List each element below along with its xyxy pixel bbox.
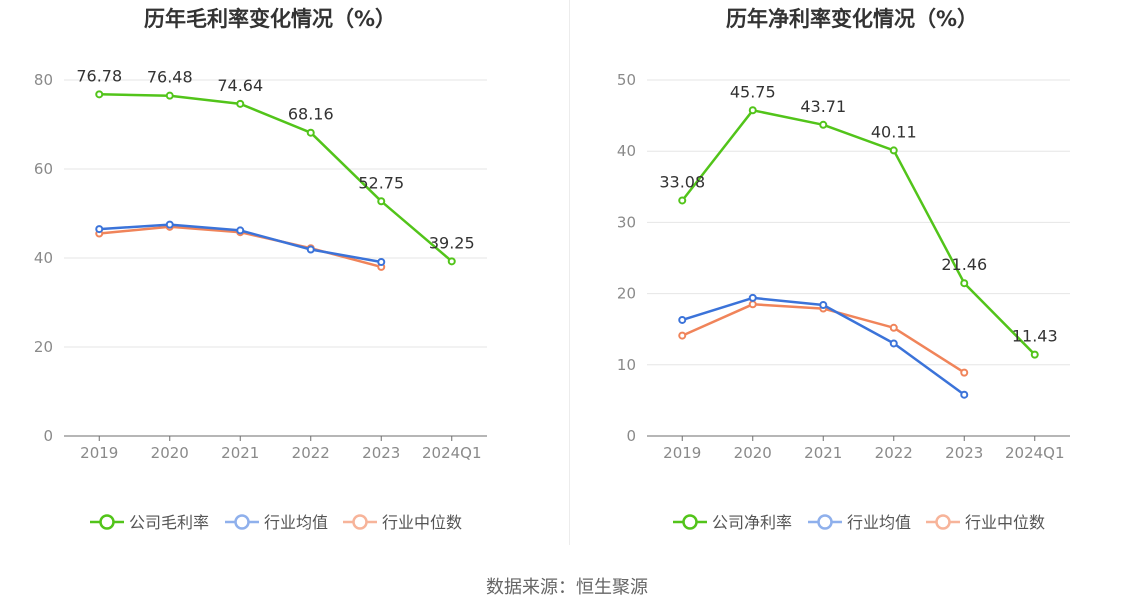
x-tick-label: 2021	[221, 444, 259, 462]
y-tick-label: 30	[617, 213, 636, 231]
data-point	[377, 197, 386, 206]
legend-label: 行业均值	[264, 513, 328, 532]
legend-swatch-marker	[935, 514, 951, 530]
data-label: 76.78	[76, 66, 122, 85]
data-point	[236, 99, 245, 108]
y-tick-label: 40	[34, 249, 53, 267]
x-tick-label: 2023	[362, 444, 400, 462]
legend-label: 行业中位数	[965, 513, 1045, 532]
data-label: 74.64	[217, 76, 263, 95]
data-point	[819, 300, 828, 309]
y-tick-label: 0	[43, 427, 53, 445]
data-label: 43.71	[800, 97, 846, 116]
legend-label: 行业中位数	[382, 513, 462, 532]
x-tick-label: 2024Q1	[422, 444, 482, 462]
data-point	[819, 120, 828, 129]
chart-title: 历年毛利率变化情况（%）	[144, 7, 396, 31]
data-point	[889, 146, 898, 155]
x-tick-label: 2019	[80, 444, 118, 462]
data-label: 68.16	[288, 105, 334, 124]
panel-divider	[569, 0, 570, 545]
data-point	[748, 300, 757, 309]
data-label: 21.46	[941, 255, 987, 274]
data-point	[447, 257, 456, 266]
data-point	[960, 368, 969, 377]
y-tick-label: 10	[617, 356, 636, 374]
data-label: 76.48	[147, 68, 193, 87]
x-tick-label: 2019	[663, 444, 701, 462]
y-tick-label: 50	[617, 71, 636, 89]
data-point	[306, 245, 315, 254]
data-point	[678, 196, 687, 205]
data-point	[377, 258, 386, 267]
data-point	[889, 339, 898, 348]
legend-swatch-marker	[817, 514, 833, 530]
y-tick-label: 60	[34, 160, 53, 178]
data-point	[95, 90, 104, 99]
legend-item-0: 公司毛利率	[90, 513, 209, 532]
data-label: 45.75	[730, 82, 776, 101]
y-tick-label: 80	[34, 71, 53, 89]
legend-item-2: 行业中位数	[926, 513, 1045, 532]
x-tick-label: 2020	[734, 444, 772, 462]
data-point	[165, 220, 174, 229]
x-tick-label: 2023	[945, 444, 983, 462]
data-source-note: 数据来源：恒生聚源	[486, 577, 648, 598]
data-point	[889, 323, 898, 332]
legend-swatch-marker	[352, 514, 368, 530]
series-line-0	[99, 93, 453, 263]
x-tick-label: 2022	[875, 444, 913, 462]
legend-item-2: 行业中位数	[343, 513, 462, 532]
legend-swatch-marker	[234, 514, 250, 530]
data-point	[165, 91, 174, 100]
legend-item-0: 公司净利率	[673, 513, 792, 532]
data-point	[748, 293, 757, 302]
data-label: 52.75	[358, 173, 404, 192]
data-point	[748, 106, 757, 115]
chart-panel-2: 历年净利率变化情况（%） 0 10 20 30 40 50 2019 2020 2021 2022 2…	[617, 7, 1070, 532]
series-line-0	[681, 109, 1036, 356]
data-label: 40.11	[871, 122, 917, 141]
legend-item-1: 行业均值	[808, 513, 911, 532]
legend-label: 行业均值	[847, 513, 911, 532]
legend-label: 公司毛利率	[129, 513, 209, 532]
data-point	[1030, 350, 1039, 359]
data-point	[236, 226, 245, 235]
y-tick-label: 0	[626, 427, 636, 445]
legend-label: 公司净利率	[712, 513, 792, 532]
data-point	[960, 390, 969, 399]
x-tick-label: 2021	[804, 444, 842, 462]
y-tick-label: 40	[617, 142, 636, 160]
series-line-2	[681, 303, 965, 374]
y-tick-label: 20	[34, 338, 53, 356]
data-point	[678, 331, 687, 340]
data-label: 11.43	[1012, 327, 1058, 346]
x-tick-label: 2020	[151, 444, 189, 462]
legend-swatch-marker	[99, 514, 115, 530]
y-tick-label: 20	[617, 285, 636, 303]
data-label: 33.08	[659, 172, 705, 191]
chart-panel-1: 历年毛利率变化情况（%） 0 20 40 60 80 2019 2020 2021 2022 202…	[34, 7, 487, 532]
data-point	[306, 128, 315, 137]
data-point	[960, 279, 969, 288]
x-tick-label: 2024Q1	[1005, 444, 1065, 462]
chart-title: 历年净利率变化情况（%）	[726, 7, 978, 31]
data-label: 39.25	[429, 233, 475, 252]
data-point	[95, 225, 104, 234]
x-tick-label: 2022	[292, 444, 330, 462]
legend-item-1: 行业均值	[225, 513, 328, 532]
legend-swatch-marker	[682, 514, 698, 530]
data-point	[678, 315, 687, 324]
